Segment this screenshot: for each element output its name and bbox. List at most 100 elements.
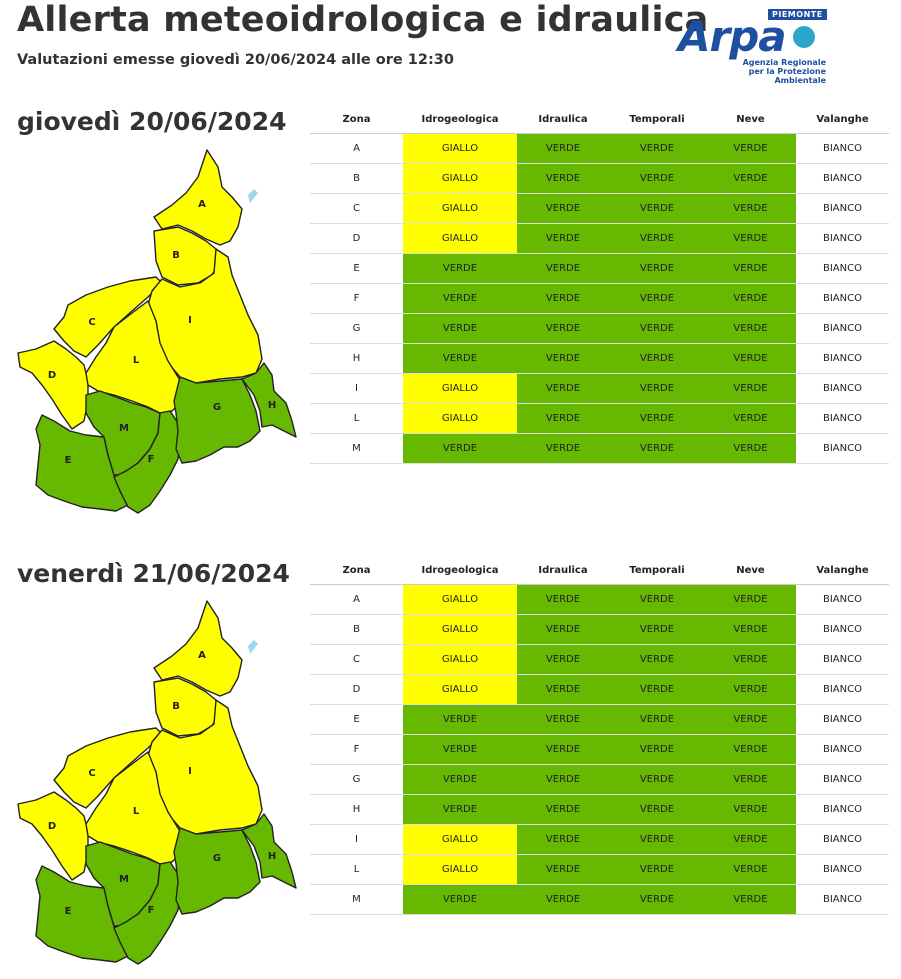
table-row: G VERDE VERDE VERDE VERDE BIANCO	[310, 313, 889, 344]
idrogeologica-level-cell: VERDE	[403, 313, 517, 344]
col-header-temporali: Temporali	[609, 105, 705, 134]
zone-label-l: L	[133, 806, 140, 817]
table-row: B GIALLO VERDE VERDE VERDE BIANCO	[310, 614, 889, 645]
neve-level-cell: VERDE	[705, 373, 796, 404]
idraulica-level-cell: VERDE	[517, 704, 609, 735]
neve-level-cell: VERDE	[705, 614, 796, 645]
table-row: C GIALLO VERDE VERDE VERDE BIANCO	[310, 644, 889, 675]
idrogeologica-level-cell: VERDE	[403, 343, 517, 374]
logo-wordmark: Arpa	[678, 12, 787, 61]
valanghe-level-cell: BIANCO	[796, 163, 889, 194]
zone-a	[153, 149, 243, 246]
valanghe-level-cell: BIANCO	[796, 584, 889, 615]
valanghe-level-cell: BIANCO	[796, 133, 889, 164]
table-row: D GIALLO VERDE VERDE VERDE BIANCO	[310, 674, 889, 705]
temporali-level-cell: VERDE	[609, 163, 705, 194]
zone-label-a: A	[198, 650, 206, 661]
col-header-idraulica: Idraulica	[517, 105, 609, 134]
temporali-level-cell: VERDE	[609, 283, 705, 314]
idraulica-level-cell: VERDE	[517, 674, 609, 705]
idrogeologica-level-cell: GIALLO	[403, 824, 517, 855]
table-row: A GIALLO VERDE VERDE VERDE BIANCO	[310, 584, 889, 615]
valanghe-level-cell: BIANCO	[796, 433, 889, 464]
table-header-row: Zona Idrogeologica Idraulica Temporali Neve V…	[310, 556, 889, 585]
zone-d	[17, 340, 89, 430]
temporali-level-cell: VERDE	[609, 704, 705, 735]
temporali-level-cell: VERDE	[609, 584, 705, 615]
idraulica-level-cell: VERDE	[517, 584, 609, 615]
table-row: L GIALLO VERDE VERDE VERDE BIANCO	[310, 854, 889, 885]
temporali-level-cell: VERDE	[609, 253, 705, 284]
idrogeologica-level-cell: VERDE	[403, 253, 517, 284]
zone-cell: F	[310, 734, 403, 765]
zone-label-h: H	[268, 851, 276, 862]
table-row: I GIALLO VERDE VERDE VERDE BIANCO	[310, 824, 889, 855]
temporali-level-cell: VERDE	[609, 824, 705, 855]
idraulica-level-cell: VERDE	[517, 433, 609, 464]
valanghe-level-cell: BIANCO	[796, 373, 889, 404]
idraulica-level-cell: VERDE	[517, 794, 609, 825]
logo-subtitle: Agenzia Regionale per la Protezione Ambi…	[714, 58, 826, 85]
neve-level-cell: VERDE	[705, 343, 796, 374]
logo-subtitle-line1: Agenzia Regionale	[742, 58, 826, 67]
zone-label-i: I	[188, 315, 192, 326]
zone-h	[241, 813, 297, 889]
zone-cell: G	[310, 313, 403, 344]
valanghe-level-cell: BIANCO	[796, 223, 889, 254]
idraulica-level-cell: VERDE	[517, 884, 609, 915]
zone-cell: A	[310, 133, 403, 164]
arpa-logo[interactable]: Arpa PIEMONTE Agenzia Regionale per la P…	[676, 8, 836, 85]
table-row: G VERDE VERDE VERDE VERDE BIANCO	[310, 764, 889, 795]
valanghe-level-cell: BIANCO	[796, 704, 889, 735]
valanghe-level-cell: BIANCO	[796, 614, 889, 645]
table-row: M VERDE VERDE VERDE VERDE BIANCO	[310, 433, 889, 464]
temporali-level-cell: VERDE	[609, 644, 705, 675]
idrogeologica-level-cell: VERDE	[403, 433, 517, 464]
idraulica-level-cell: VERDE	[517, 403, 609, 434]
idrogeologica-level-cell: GIALLO	[403, 133, 517, 164]
page-title: Allerta meteoidrologica e idraulica	[17, 0, 709, 40]
neve-level-cell: VERDE	[705, 764, 796, 795]
zone-cell: B	[310, 163, 403, 194]
table-row: C GIALLO VERDE VERDE VERDE BIANCO	[310, 193, 889, 224]
idrogeologica-level-cell: GIALLO	[403, 854, 517, 885]
zone-cell: H	[310, 343, 403, 374]
zone-h	[241, 362, 297, 438]
table-row: I GIALLO VERDE VERDE VERDE BIANCO	[310, 373, 889, 404]
temporali-level-cell: VERDE	[609, 313, 705, 344]
zone-label-m: M	[119, 423, 129, 434]
zone-label-f: F	[148, 454, 155, 465]
col-header-zona: Zona	[310, 105, 403, 134]
zone-e	[35, 865, 129, 963]
neve-level-cell: VERDE	[705, 584, 796, 615]
valanghe-level-cell: BIANCO	[796, 313, 889, 344]
logo-badge: PIEMONTE	[768, 9, 827, 20]
zone-cell: I	[310, 824, 403, 855]
idraulica-level-cell: VERDE	[517, 193, 609, 224]
zone-cell: L	[310, 403, 403, 434]
neve-level-cell: VERDE	[705, 163, 796, 194]
neve-level-cell: VERDE	[705, 253, 796, 284]
neve-level-cell: VERDE	[705, 884, 796, 915]
zone-a	[153, 600, 243, 697]
zone-d	[17, 791, 89, 881]
idrogeologica-level-cell: VERDE	[403, 734, 517, 765]
valanghe-level-cell: BIANCO	[796, 343, 889, 374]
zone-label-d: D	[48, 821, 56, 832]
idraulica-level-cell: VERDE	[517, 163, 609, 194]
idrogeologica-level-cell: VERDE	[403, 764, 517, 795]
zone-cell: C	[310, 193, 403, 224]
idrogeologica-level-cell: GIALLO	[403, 163, 517, 194]
zone-g	[173, 827, 261, 915]
idrogeologica-level-cell: VERDE	[403, 283, 517, 314]
logo-emblem-icon	[793, 26, 815, 48]
idrogeologica-level-cell: VERDE	[403, 884, 517, 915]
temporali-level-cell: VERDE	[609, 794, 705, 825]
idraulica-level-cell: VERDE	[517, 343, 609, 374]
neve-level-cell: VERDE	[705, 403, 796, 434]
idrogeologica-level-cell: GIALLO	[403, 403, 517, 434]
neve-level-cell: VERDE	[705, 794, 796, 825]
idrogeologica-level-cell: GIALLO	[403, 614, 517, 645]
neve-level-cell: VERDE	[705, 193, 796, 224]
valanghe-level-cell: BIANCO	[796, 884, 889, 915]
